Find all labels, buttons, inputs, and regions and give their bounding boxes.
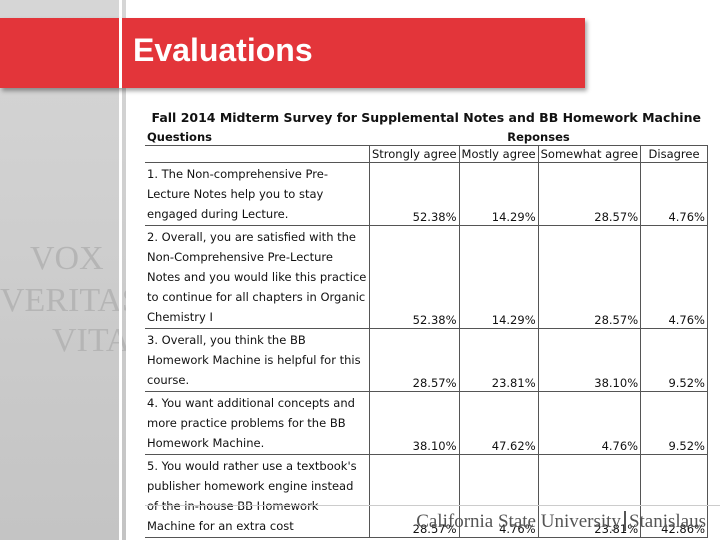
question: 1. The Non-comprehensive Pre-Lecture Not… <box>145 162 370 226</box>
response-value: 23.81% <box>458 328 539 392</box>
divider <box>119 18 122 88</box>
response-value: 14.29% <box>458 162 539 226</box>
table-row: 2. Overall, you are satisfied with the N… <box>145 225 708 329</box>
response-value: 38.10% <box>537 328 642 392</box>
title-banner: Evaluations <box>0 18 585 88</box>
table-row: 4. You want additional concepts and more… <box>145 391 708 455</box>
table-row: 3. Overall, you think the BB Homework Ma… <box>145 328 708 392</box>
survey-table: Fall 2014 Midterm Survey for Supplementa… <box>145 105 708 538</box>
column-header: Strongly agree <box>368 145 460 163</box>
response-value: 4.76% <box>640 225 708 329</box>
response-value: 28.57% <box>537 162 642 226</box>
response-value: 9.52% <box>640 328 708 392</box>
slide-title: Evaluations <box>133 32 313 68</box>
footer-rule <box>145 505 720 506</box>
divider <box>119 0 122 540</box>
response-value: 28.57% <box>368 328 460 392</box>
responses-header: Reponses <box>369 129 708 146</box>
campus: Stanislaus <box>628 511 706 532</box>
column-header: Mostly agree <box>458 145 539 163</box>
response-value: 4.76% <box>640 162 708 226</box>
table-title: Fall 2014 Midterm Survey for Supplementa… <box>151 109 701 125</box>
questions-header: Questions <box>145 129 370 146</box>
response-value: 42.86% <box>640 454 708 538</box>
table-row: 1. The Non-comprehensive Pre-Lecture Not… <box>145 162 708 226</box>
motto: VOX <box>30 240 104 277</box>
seal-panel: VOX VERITAS VITA <box>0 0 126 540</box>
response-value: 52.38% <box>368 162 460 226</box>
response-value: 14.29% <box>458 225 539 329</box>
response-value: 4.76% <box>537 391 642 455</box>
column-header: Somewhat agree <box>537 145 642 163</box>
response-value: 38.10% <box>368 391 460 455</box>
response-value: 52.38% <box>368 225 460 329</box>
question: 3. Overall, you think the BB Homework Ma… <box>145 328 370 392</box>
footer: California State University Stanislaus <box>416 511 706 533</box>
question: 4. You want additional concepts and more… <box>145 391 370 455</box>
table-row: 5. You would rather use a textbook's pub… <box>145 454 708 538</box>
university: California State University <box>416 511 621 532</box>
question: 2. Overall, you are satisfied with the N… <box>145 225 370 329</box>
response-value: 28.57% <box>368 454 460 538</box>
response-value: 4.76% <box>458 454 539 538</box>
response-value: 47.62% <box>458 391 539 455</box>
motto: VITA <box>52 322 126 359</box>
column-header: Disagree <box>640 145 708 163</box>
response-value: 9.52% <box>640 391 708 455</box>
response-value: 23.81% <box>537 454 642 538</box>
question: 5. You would rather use a textbook's pub… <box>145 454 370 538</box>
response-value: 28.57% <box>537 225 642 329</box>
motto: VERITAS <box>0 282 126 319</box>
